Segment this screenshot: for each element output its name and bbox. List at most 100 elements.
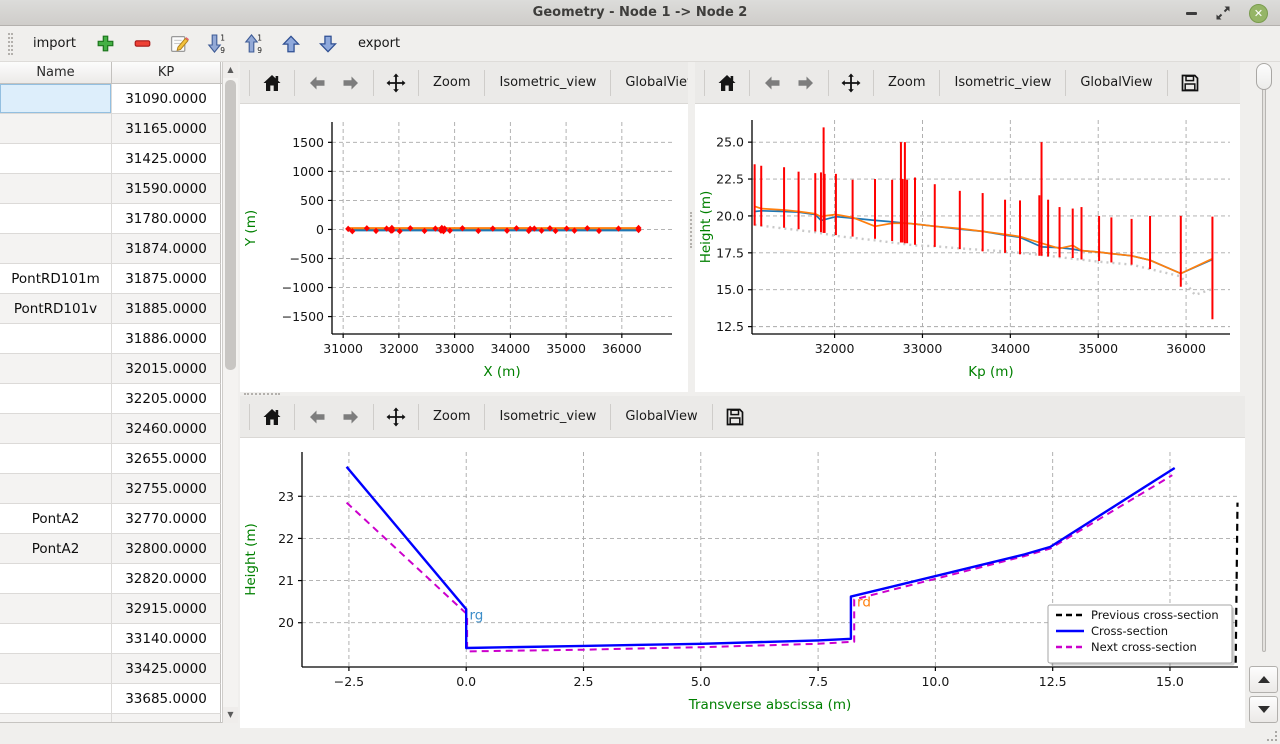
name-cell[interactable] (0, 474, 112, 504)
table-row[interactable]: 32015.0000 (0, 354, 238, 384)
global-view-button[interactable]: GlobalView (1080, 75, 1153, 90)
table-row[interactable]: 32460.0000 (0, 414, 238, 444)
table-row[interactable]: 32655.0000 (0, 444, 238, 474)
kp-cell[interactable]: 31590.0000 (112, 174, 221, 204)
column-header-kp[interactable]: KP (112, 62, 221, 83)
kp-cell[interactable]: 33140.0000 (112, 624, 221, 654)
table-row[interactable]: 31874.0000 (0, 234, 238, 264)
kp-cell[interactable]: 31886.0000 (112, 324, 221, 354)
kp-cell[interactable]: 32755.0000 (112, 474, 221, 504)
name-cell[interactable] (0, 414, 112, 444)
name-cell[interactable] (0, 84, 112, 114)
forward-button[interactable] (334, 402, 368, 432)
table-row[interactable]: 31165.0000 (0, 114, 238, 144)
table-row[interactable]: 31590.0000 (0, 174, 238, 204)
close-button[interactable]: ✕ (1249, 3, 1268, 23)
table-row[interactable]: PontRD101m 31875.0000 (0, 264, 238, 294)
table-row[interactable]: 31090.0000 (0, 84, 238, 114)
plan-view-plot[interactable]: 31000 32000 33000 34000 35000 36000 −1500 −1000… (240, 104, 688, 392)
table-row[interactable]: 33425.0000 (0, 654, 238, 684)
name-cell[interactable]: PontRD101v (0, 294, 112, 324)
restore-window-icon[interactable] (1215, 5, 1231, 21)
cross-section-plot[interactable]: −2.5 0.0 2.5 5.0 7.5 10.0 12.5 15.0 20 21 22 23 Tran… (240, 438, 1245, 728)
export-button[interactable]: export (357, 36, 401, 51)
sort-descending-icon[interactable] (205, 32, 229, 56)
name-cell[interactable]: PontRD101m (0, 264, 112, 294)
name-cell[interactable] (0, 714, 112, 722)
name-cell[interactable] (0, 384, 112, 414)
edit-button[interactable] (168, 32, 192, 56)
kp-cell[interactable]: 32770.0000 (112, 504, 221, 534)
move-down-button[interactable] (316, 32, 340, 56)
table-row[interactable]: 32820.0000 (0, 564, 238, 594)
table-row[interactable]: PontRD101v 31885.0000 (0, 294, 238, 324)
kp-cell[interactable]: 31874.0000 (112, 234, 221, 264)
kp-cell[interactable]: 31425.0000 (112, 144, 221, 174)
name-cell[interactable] (0, 654, 112, 684)
name-cell[interactable] (0, 624, 112, 654)
vertical-splitter[interactable] (688, 62, 695, 392)
global-view-button[interactable]: GlobalView (625, 75, 698, 90)
name-cell[interactable]: PontA2 (0, 534, 112, 564)
kp-cell[interactable]: 32655.0000 (112, 444, 221, 474)
name-cell[interactable] (0, 204, 112, 234)
back-button[interactable] (300, 402, 334, 432)
import-button[interactable]: import (33, 36, 76, 51)
name-cell[interactable] (0, 354, 112, 384)
isometric-view-button[interactable]: Isometric_view (499, 75, 597, 90)
isometric-view-button[interactable]: Isometric_view (499, 409, 597, 424)
pan-button[interactable] (379, 68, 413, 98)
zoom-button[interactable]: Zoom (433, 75, 471, 90)
back-button[interactable] (755, 68, 789, 98)
kp-cell[interactable] (112, 714, 221, 722)
kp-cell[interactable]: 32460.0000 (112, 414, 221, 444)
global-view-button[interactable]: GlobalView (625, 409, 698, 424)
kp-cell[interactable]: 33685.0000 (112, 684, 221, 714)
back-button[interactable] (300, 68, 334, 98)
kp-cell[interactable]: 32015.0000 (112, 354, 221, 384)
table-row[interactable]: 32915.0000 (0, 594, 238, 624)
isometric-view-button[interactable]: Isometric_view (954, 75, 1052, 90)
table-row[interactable]: PontA2 32770.0000 (0, 504, 238, 534)
name-cell[interactable] (0, 324, 112, 354)
kp-cell[interactable]: 31165.0000 (112, 114, 221, 144)
sort-ascending-icon[interactable] (242, 32, 266, 56)
kp-cell[interactable]: 33425.0000 (112, 654, 221, 684)
table-row[interactable]: 31780.0000 (0, 204, 238, 234)
pan-button[interactable] (834, 68, 868, 98)
window-resize-grip[interactable] (1267, 731, 1277, 741)
table-row[interactable] (0, 714, 238, 722)
kp-cell[interactable]: 31090.0000 (112, 84, 221, 114)
name-cell[interactable]: PontA2 (0, 504, 112, 534)
table-row[interactable]: 31425.0000 (0, 144, 238, 174)
kp-cell[interactable]: 31780.0000 (112, 204, 221, 234)
section-slider-thumb[interactable] (1256, 63, 1272, 90)
remove-row-button[interactable] (131, 32, 155, 56)
name-cell[interactable] (0, 114, 112, 144)
zoom-button[interactable]: Zoom (433, 409, 471, 424)
kp-cell[interactable]: 32800.0000 (112, 534, 221, 564)
toolbar-drag-handle[interactable] (8, 32, 13, 55)
kp-cell[interactable]: 31885.0000 (112, 294, 221, 324)
home-button[interactable] (710, 68, 744, 98)
name-cell[interactable] (0, 684, 112, 714)
move-up-button[interactable] (279, 32, 303, 56)
add-row-button[interactable] (94, 32, 118, 56)
horizontal-splitter[interactable] (238, 392, 1250, 396)
next-section-button[interactable] (1249, 696, 1278, 723)
home-button[interactable] (255, 68, 289, 98)
home-button[interactable] (255, 402, 289, 432)
profile-view-plot[interactable]: 32000 33000 34000 35000 36000 12.5 15.0 17.5 20.… (695, 104, 1240, 392)
kp-cell[interactable]: 32915.0000 (112, 594, 221, 624)
kp-cell[interactable]: 31875.0000 (112, 264, 221, 294)
table-scroll-up-icon[interactable]: ▲ (223, 62, 238, 78)
name-cell[interactable] (0, 234, 112, 264)
section-slider-track[interactable] (1262, 72, 1266, 652)
table-row[interactable]: 32205.0000 (0, 384, 238, 414)
table-scroll-down-icon[interactable]: ▼ (223, 707, 238, 723)
name-cell[interactable] (0, 564, 112, 594)
table-row[interactable]: 33140.0000 (0, 624, 238, 654)
table-row[interactable]: 32755.0000 (0, 474, 238, 504)
name-cell[interactable] (0, 444, 112, 474)
kp-cell[interactable]: 32205.0000 (112, 384, 221, 414)
